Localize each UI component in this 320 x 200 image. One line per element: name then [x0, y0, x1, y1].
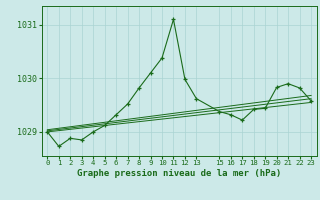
- X-axis label: Graphe pression niveau de la mer (hPa): Graphe pression niveau de la mer (hPa): [77, 169, 281, 178]
